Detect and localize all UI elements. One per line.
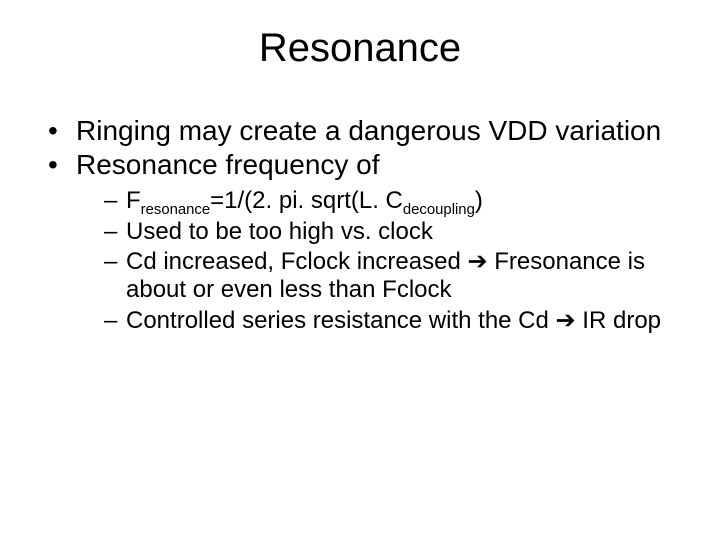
slide-title: Resonance (32, 26, 688, 71)
sub-bullet-item: Fresonance=1/(2. pi. sqrt(L. Cdecoupling… (104, 187, 688, 215)
bullet-item: Resonance frequency of Fresonance=1/(2. … (48, 149, 688, 335)
formula-text: Fresonance=1/(2. pi. sqrt(L. Cdecoupling… (126, 187, 483, 214)
bullet-item: Ringing may create a dangerous VDD varia… (48, 115, 688, 147)
formula-subscript: decoupling (403, 202, 475, 218)
formula-part: ) (475, 187, 483, 214)
formula-subscript: resonance (141, 202, 210, 218)
bullet-list-level1: Ringing may create a dangerous VDD varia… (32, 115, 688, 335)
slide-container: Resonance Ringing may create a dangerous… (0, 0, 720, 540)
bullet-text: Used to be too high vs. clock (126, 218, 433, 245)
formula-part: =1/(2. pi. sqrt(L. C (210, 187, 403, 214)
bullet-text: IR drop (576, 307, 661, 334)
bullet-text: Cd increased, Fclock increased (126, 248, 467, 275)
arrow-icon: ➔ (556, 307, 576, 334)
sub-bullet-item: Cd increased, Fclock increased ➔ Fresona… (104, 248, 688, 305)
sub-bullet-item: Controlled series resistance with the Cd… (104, 307, 688, 335)
bullet-list-level2: Fresonance=1/(2. pi. sqrt(L. Cdecoupling… (76, 187, 688, 335)
bullet-text: Ringing may create a dangerous VDD varia… (76, 115, 661, 146)
sub-bullet-item: Used to be too high vs. clock (104, 218, 688, 246)
bullet-text: Controlled series resistance with the Cd (126, 307, 556, 334)
arrow-icon: ➔ (467, 248, 487, 275)
formula-part: F (126, 187, 141, 214)
bullet-text: Resonance frequency of (76, 149, 380, 180)
